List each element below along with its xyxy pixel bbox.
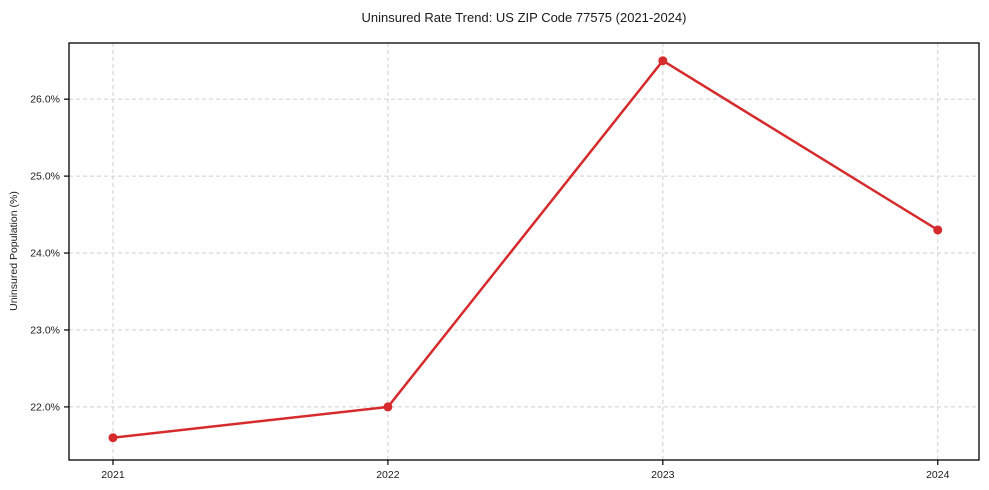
y-tick-label: 26.0% xyxy=(30,94,60,106)
x-tick-label: 2024 xyxy=(926,469,950,481)
data-point-marker xyxy=(933,225,943,235)
y-tick-label: 22.0% xyxy=(30,401,60,413)
trend-line xyxy=(111,59,940,439)
chart-title: Uninsured Rate Trend: US ZIP Code 77575 … xyxy=(361,10,687,25)
data-point-marker xyxy=(108,433,118,443)
y-tick-label: 25.0% xyxy=(30,171,60,183)
data-point-marker xyxy=(658,56,668,66)
data-point-marker xyxy=(383,402,393,412)
y-tick-label: 24.0% xyxy=(30,248,60,260)
x-tick-label: 2022 xyxy=(376,469,400,481)
x-tick-label: 2023 xyxy=(651,469,675,481)
y-tick-label: 23.0% xyxy=(30,324,60,336)
plot-border xyxy=(68,42,980,461)
y-axis-label: Uninsured Population (%) xyxy=(8,191,20,311)
x-tick-label: 2021 xyxy=(101,469,125,481)
